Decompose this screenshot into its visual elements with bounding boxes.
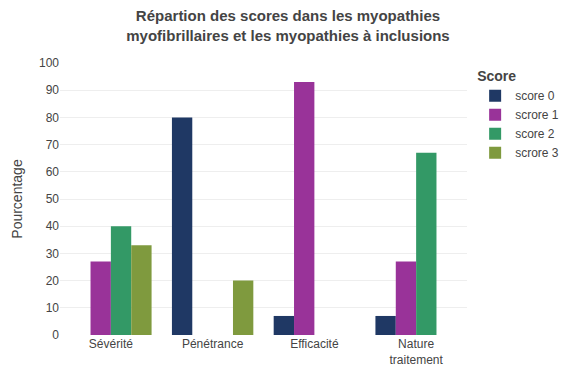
svg-text:score 2: score 2: [515, 127, 555, 141]
svg-text:Répartion des scores dans les: Répartion des scores dans les myopathies…: [126, 7, 449, 44]
svg-text:100: 100: [39, 56, 59, 70]
svg-text:70: 70: [46, 138, 60, 152]
svg-text:90: 90: [46, 83, 60, 97]
svg-text:Pénétrance: Pénétrance: [182, 337, 244, 351]
svg-text:scrore 3: scrore 3: [515, 146, 559, 160]
svg-text:Score: Score: [477, 68, 516, 84]
svg-text:0: 0: [52, 328, 59, 342]
svg-text:80: 80: [46, 111, 60, 125]
svg-text:Efficacité: Efficacité: [290, 337, 339, 351]
svg-text:Naturetraitement: Naturetraitement: [389, 337, 443, 367]
svg-text:score 0: score 0: [515, 89, 555, 103]
svg-text:Pourcentage: Pourcentage: [9, 159, 25, 239]
svg-text:60: 60: [46, 165, 60, 179]
svg-text:50: 50: [46, 192, 60, 206]
svg-text:40: 40: [46, 219, 60, 233]
svg-text:30: 30: [46, 247, 60, 261]
svg-text:20: 20: [46, 274, 60, 288]
svg-text:10: 10: [46, 301, 60, 315]
svg-text:Sévérité: Sévérité: [89, 337, 133, 351]
svg-text:scrore 1: scrore 1: [515, 108, 559, 122]
